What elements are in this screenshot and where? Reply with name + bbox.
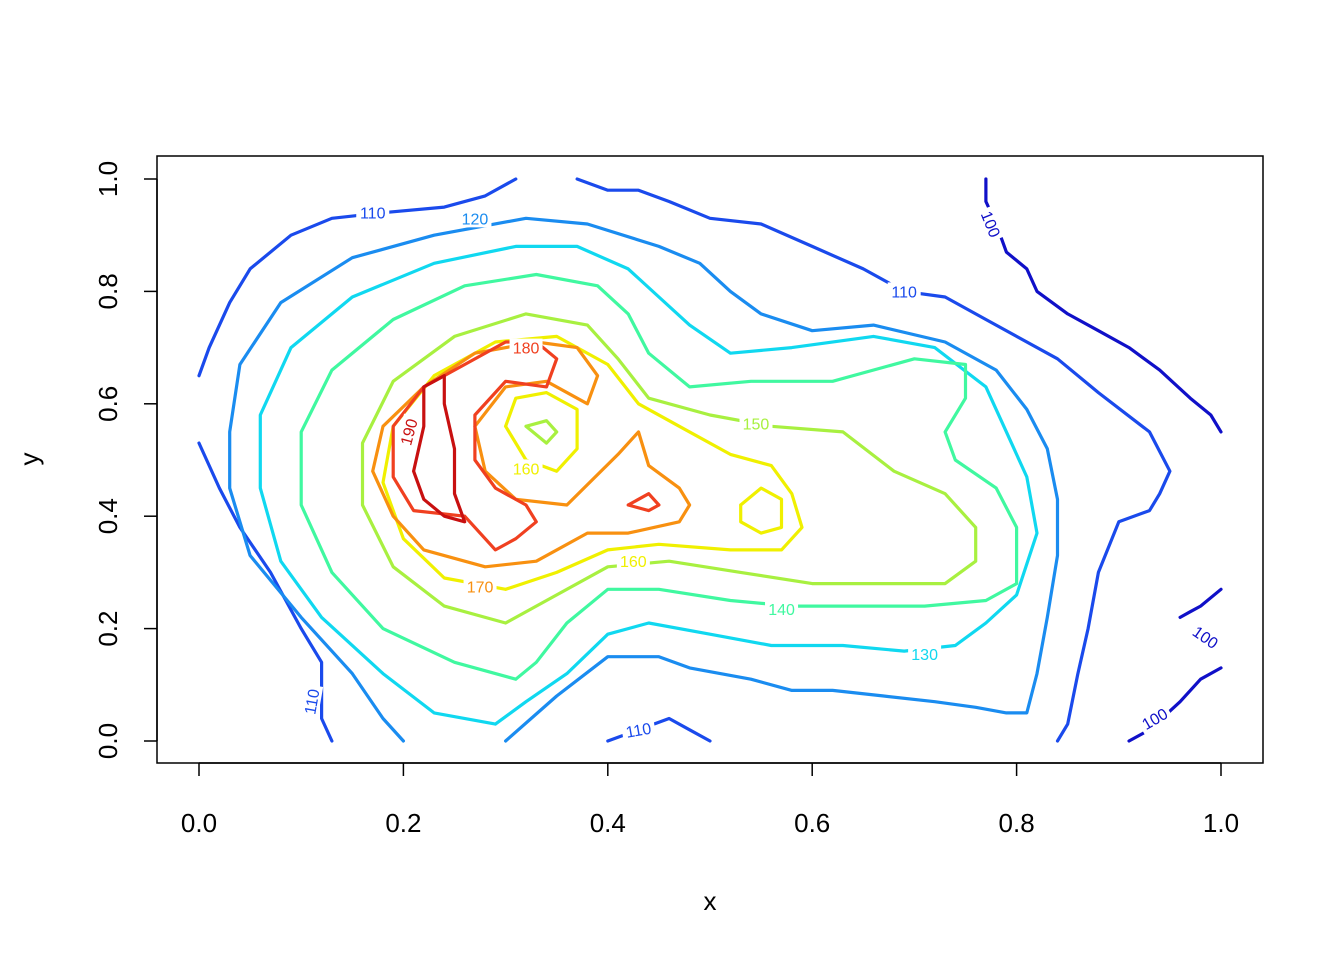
contour-label-group-100-3: 100 [1135, 702, 1174, 735]
x-tick-label: 0.0 [181, 808, 217, 838]
contour-label-bg [765, 599, 799, 618]
contour-label-group-150-1: 150 [739, 414, 773, 433]
contour-110-line-2 [575, 177, 1172, 743]
contour-label-bg [356, 203, 390, 222]
contour-label-bg [509, 338, 543, 357]
contour-160-line-2 [504, 391, 579, 473]
contour-label-bg [976, 205, 1006, 243]
contour-label-110: 110 [891, 284, 917, 301]
contour-label-group-170-1: 170 [463, 577, 497, 596]
contour-label-bg [620, 718, 657, 742]
contour-label-bg [908, 644, 942, 663]
y-tick-label: 1.0 [93, 161, 123, 197]
contour-label-bg [395, 413, 422, 451]
contour-label-bg [739, 414, 773, 433]
contour-label-group-120-1: 120 [458, 209, 492, 228]
y-tick-label: 0.4 [93, 498, 123, 534]
x-axis: 0.0 0.2 0.4 0.6 0.8 1.0 [181, 762, 1239, 838]
contour-label-140: 140 [768, 602, 795, 619]
contour-label-group-160-1: 160 [509, 459, 543, 478]
contour-label-bg [1135, 702, 1174, 735]
contour-label-110: 110 [360, 206, 386, 223]
x-tick-label: 0.4 [590, 808, 626, 838]
contour-label-190: 190 [398, 417, 421, 447]
contour-180-line-1 [391, 340, 559, 552]
contour-label-group-180-1: 180 [509, 338, 543, 358]
contour-label-group-110-3: 110 [299, 683, 324, 720]
contour-170-line-1 [371, 340, 692, 569]
y-axis-title: y [14, 453, 44, 466]
contour-label-150: 150 [743, 416, 770, 433]
contour-label-group-140-1: 140 [765, 599, 799, 619]
x-axis-title: x [704, 886, 717, 916]
contour-label-bg [463, 577, 497, 596]
y-tick-label: 0.8 [93, 273, 123, 309]
contour-190-line-1 [412, 374, 467, 524]
contour-label-group-110-1: 110 [356, 203, 390, 223]
contour-label-bg [616, 552, 650, 571]
contour-140-line-1 [299, 272, 1019, 681]
contour-label-bg [299, 683, 324, 720]
contour-180-line-2 [626, 492, 661, 513]
contour-label-group-110-2: 110 [887, 282, 921, 301]
contour-label-110: 110 [302, 688, 323, 716]
x-tick-label: 0.2 [385, 808, 421, 838]
contour-130-line-1 [258, 244, 1039, 726]
contour-160-line-1 [381, 334, 804, 591]
contour-100-line-1 [984, 177, 1223, 434]
contour-label-bg [458, 209, 492, 228]
contour-label-group-160-2: 160 [616, 552, 650, 571]
contour-label-160: 160 [513, 461, 540, 478]
contour-label-160: 160 [620, 554, 647, 571]
contour-label-bg [887, 282, 921, 301]
contour-label-110: 110 [625, 721, 653, 742]
contour-label-130: 130 [911, 647, 938, 664]
contour-label-group-100-1: 100 [976, 205, 1006, 243]
contour-110-line-1 [197, 177, 518, 378]
y-tick-label: 0.0 [93, 723, 123, 759]
contour-100-line-2 [1178, 587, 1223, 619]
contour-100-line-3 [1127, 666, 1223, 743]
x-tick-label: 0.6 [794, 808, 830, 838]
contour-label-group-130-1: 130 [908, 644, 942, 664]
contour-label-bg [1186, 620, 1225, 654]
y-axis: 0.0 0.2 0.4 0.6 0.8 1.0 [93, 161, 158, 759]
x-tick-label: 0.8 [999, 808, 1035, 838]
contour-label-group-100-2: 100 [1186, 620, 1225, 654]
y-tick-label: 0.6 [93, 386, 123, 422]
contour-150-line-1 [360, 312, 978, 625]
contour-label-group-190-1: 190 [395, 413, 422, 451]
contour-120-line-1 [228, 216, 1060, 743]
contour-label-170: 170 [467, 579, 494, 596]
contour-lines [197, 177, 1223, 743]
contour-label-bg [509, 459, 543, 478]
y-tick-label: 0.2 [93, 611, 123, 647]
contour-label-group-110-4: 110 [620, 718, 657, 742]
x-tick-label: 1.0 [1203, 808, 1239, 838]
contour-160-line-3 [739, 486, 784, 535]
contour-labels: 100 100 100 110 110 110 110 120 130 140 150 160 160 1… [299, 203, 1225, 742]
contour-150-line-2 [524, 419, 559, 445]
contour-label-120: 120 [462, 211, 489, 228]
contour-label-180: 180 [513, 341, 540, 358]
